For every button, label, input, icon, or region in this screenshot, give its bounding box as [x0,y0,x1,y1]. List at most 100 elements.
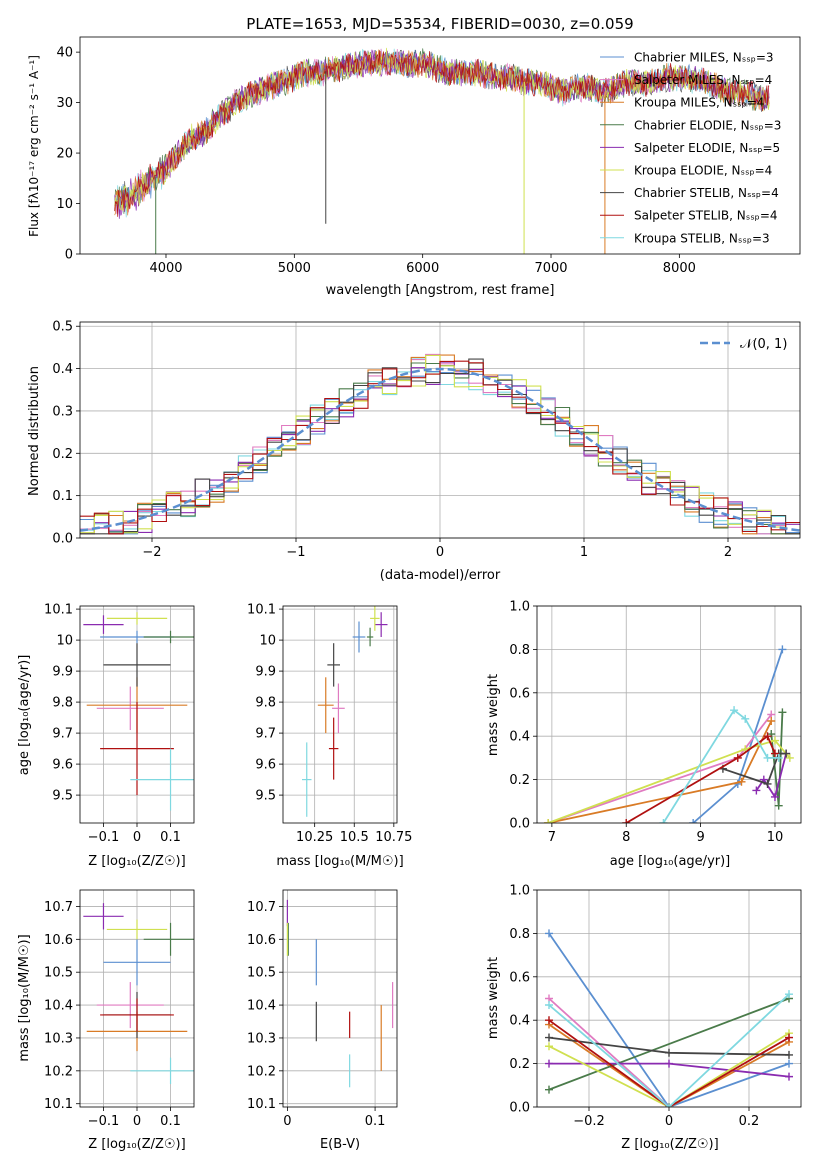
x-tick-label: 0 [283,1114,291,1129]
spectrum-plot: 4000 5000 6000 7000 8000 0 10 20 30 40 wavelength… [27,36,801,298]
legend-label: Salpeter ELODIE, Nₛₛₚ=5 [634,141,780,155]
mass-weight-point-marker [741,714,750,723]
y-tick-label: 10.6 [247,933,276,948]
plot-content [544,645,794,823]
mass-weight-series-line [548,1023,790,1107]
y-tick-label: 40 [56,46,73,61]
y-tick-label: 10.1 [247,603,276,618]
mass-weight-vs-metallicity-plot: −0.2 0 0.2 0.0 0.2 0.4 0.6 0.8 1.0 Z [log₁₀(Z/Z☉… [486,884,802,1152]
y-tick-label: 9.8 [52,696,73,711]
y-tick-label: 10 [56,197,73,212]
legend-label: Kroupa STELIB, Nₛₛₚ=3 [634,231,770,245]
mass-weight-point-marker [770,736,779,745]
mass-weight-point-marker [763,779,772,788]
y-tick-label: 10.4 [44,999,73,1014]
legend-label: Salpeter STELIB, Nₛₛₚ=4 [634,209,778,223]
y-tick-label: 0.4 [509,730,530,745]
spectrum-ylabel: Flux [fλ10⁻¹⁷ erg cm⁻² s⁻¹ A⁻¹] [27,55,41,237]
plot-content [83,903,194,1084]
mass-weight-series-line [548,1019,790,1107]
y-tick-label: 9.9 [52,665,73,680]
x-tick-label: 1 [580,545,588,560]
mass-weight-point-marker [782,749,791,758]
x-tick-label: 10.75 [375,830,412,845]
normal-curve-legend-label: 𝒩(0, 1) [740,337,787,352]
y-tick-label: 0.2 [509,1057,530,1072]
mass-weight-point-marker [752,786,761,795]
age-vs-metallicity-plot: −0.1 0 0.1 9.5 9.6 9.7 9.8 9.9 10 10.1 Z [log₁₀(Z… [17,603,195,869]
y-tick-label: 9.8 [255,696,276,711]
x-tick-label: 0.1 [365,1114,386,1129]
plot-content [302,606,388,817]
spectrum-series-line [114,50,770,217]
mass-ebv-xlabel: E(B-V) [320,1137,360,1152]
y-tick-label: 1.0 [509,884,530,899]
legend-label: Salpeter MILES, Nₛₛₚ=4 [634,73,772,87]
y-tick-label: 10.3 [44,1031,73,1046]
y-tick-label: 0.2 [52,447,73,462]
axes-frame [282,605,398,824]
mass-weight-series-line [547,713,773,823]
x-tick-label: −1 [286,545,305,560]
mass-weight-point-marker [659,819,668,823]
mass-weight-series-line [548,997,790,1091]
histogram-series-step [80,360,800,535]
y-tick-label: 9.9 [255,665,276,680]
mass-weight-point-marker [545,1001,553,1010]
x-tick-label: 8 [622,830,630,845]
y-tick-label: 0.4 [509,1014,530,1029]
legend-label: Chabrier STELIB, Nₛₛₚ=4 [634,186,779,200]
x-tick-label: 7 [548,830,556,845]
mass-weight-point-marker [737,777,746,786]
y-tick-label: 9.6 [52,758,73,773]
mass-weight-point-marker [730,706,739,715]
legend-label: Kroupa ELODIE, Nₛₛₚ=4 [634,164,772,178]
mass-weight-series-line [755,753,787,800]
y-tick-label: 10.3 [247,1031,276,1046]
x-tick-label: 2 [724,545,732,560]
y-tick-label: 0.1 [52,489,73,504]
age-z-xlabel: Z [log₁₀(Z/Z☉)] [88,854,185,869]
y-tick-label: 10.2 [247,1064,276,1079]
mass-weight-point-marker [770,749,779,758]
mass-weight-point-marker [763,732,772,741]
y-tick-label: 9.7 [52,727,73,742]
plot-content [286,899,394,1088]
y-tick-label: 0.0 [509,1101,530,1116]
histogram-ylabel: Normed distribution [27,366,42,496]
x-tick-label: 10 [767,830,784,845]
mass-weight-point-marker [778,645,787,654]
y-tick-label: 30 [56,96,73,111]
y-tick-label: 0.6 [509,970,530,985]
x-tick-label: 0 [133,830,141,845]
y-tick-label: 0.5 [52,320,73,335]
mass-weight-point-marker [763,753,772,762]
y-tick-label: 1.0 [509,600,530,615]
legend-label: Chabrier MILES, Nₛₛₚ=3 [634,51,774,65]
y-tick-label: 0.6 [509,686,530,701]
mass-weight-series-line [625,734,776,823]
y-tick-label: 10.1 [247,1097,276,1112]
mass-vs-ebv-plot: 0 0.1 10.1 10.2 10.3 10.4 10.5 10.6 10.7 E(B-V) [247,889,398,1152]
x-tick-label: 0.1 [160,830,181,845]
x-tick-label: 10.25 [296,830,333,845]
y-tick-label: 0.3 [52,404,73,419]
age-mass-xlabel: mass [log₁₀(M/M☉)] [276,854,403,869]
x-tick-label: −2 [142,545,161,560]
x-tick-label: 0 [665,1114,673,1129]
mass-weight-point-marker [665,1048,673,1057]
mass-weight-point-marker [665,1059,673,1068]
y-tick-label: 10.5 [247,966,276,981]
mass-weight-series-line [548,1032,790,1107]
mass-weight-point-marker [622,819,631,823]
mass-weight-point-marker [545,1033,553,1042]
x-tick-label: 0 [436,545,444,560]
mass-weight-point-marker [767,717,776,726]
histogram-xlabel: (data-model)/error [380,568,501,583]
y-tick-label: 0.2 [509,773,530,788]
axes-frame [282,889,398,1108]
legend-label: Kroupa MILES, Nₛₛₚ=4 [634,96,764,110]
x-tick-label: 0 [133,1114,141,1129]
y-tick-label: 10.5 [44,966,73,981]
